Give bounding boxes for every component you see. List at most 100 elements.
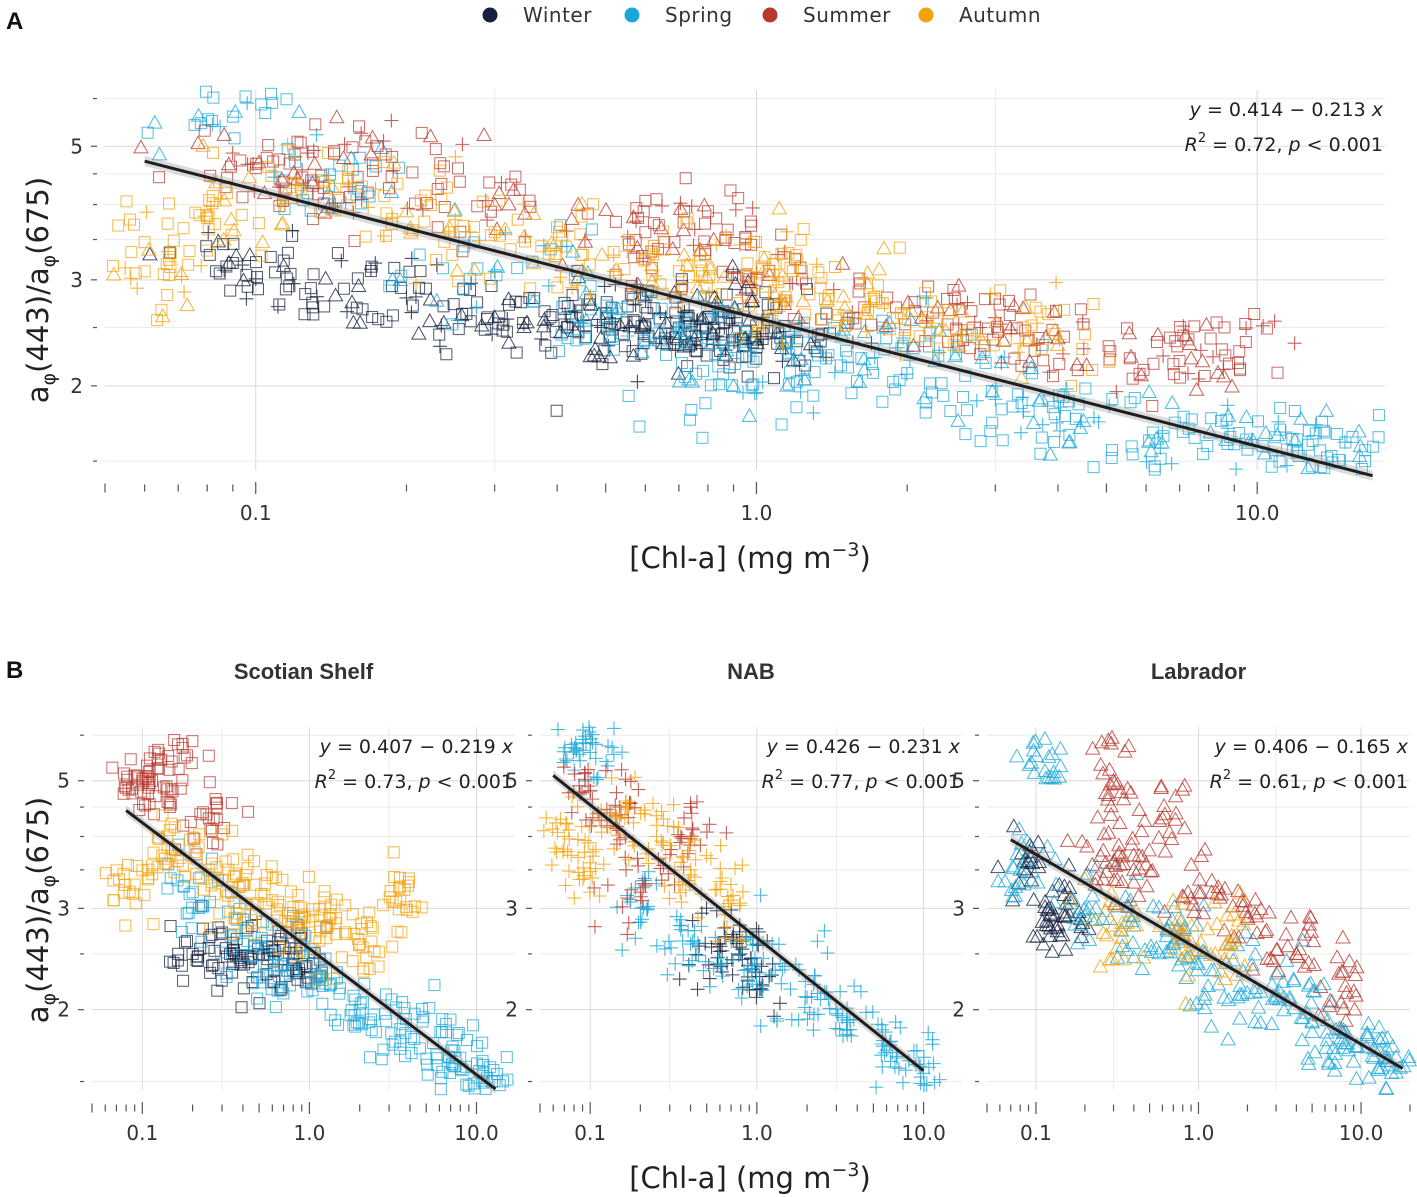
- data-point: [1256, 318, 1271, 333]
- data-point: [720, 889, 735, 904]
- data-point: [493, 229, 506, 242]
- data-point: [978, 293, 991, 306]
- data-point: [158, 852, 171, 865]
- data-point: [602, 349, 619, 364]
- data-point: [1332, 453, 1345, 466]
- data-point: [1181, 335, 1198, 350]
- data-point: [223, 211, 239, 226]
- data-point: [922, 280, 935, 293]
- data-point: [247, 961, 260, 974]
- data-point: [1188, 320, 1201, 333]
- data-point: [960, 404, 973, 417]
- data-point: [575, 210, 588, 223]
- data-point: [923, 377, 936, 390]
- data-point: [638, 807, 653, 822]
- data-point: [779, 377, 795, 392]
- data-point: [689, 794, 704, 809]
- data-point: [1032, 332, 1045, 345]
- data-point: [294, 136, 307, 149]
- data-point: [959, 428, 972, 441]
- data-point: [1113, 929, 1130, 944]
- data-point: [741, 311, 758, 326]
- data-point: [1195, 897, 1212, 912]
- data-point: [1197, 841, 1213, 856]
- data-point: [597, 279, 612, 294]
- data-point: [583, 288, 598, 303]
- data-point: [719, 825, 734, 840]
- data-point: [625, 209, 642, 224]
- data-point: [356, 941, 369, 954]
- data-point: [784, 262, 797, 275]
- data-point: [623, 774, 638, 789]
- data-point: [501, 334, 517, 349]
- data-point: [198, 124, 211, 137]
- data-point: [1271, 366, 1284, 379]
- data-point: [683, 867, 698, 882]
- data-point: [205, 824, 218, 837]
- data-point: [1119, 914, 1135, 929]
- data-point: [161, 795, 174, 808]
- data-point: [1100, 732, 1117, 747]
- data-point: [1220, 992, 1237, 1007]
- data-point: [1338, 454, 1353, 469]
- data-point: [649, 938, 664, 953]
- data-point: [852, 285, 865, 298]
- data-point: [342, 173, 355, 186]
- data-point: [704, 379, 717, 392]
- data-point: [1168, 805, 1184, 820]
- data-point: [1019, 332, 1035, 347]
- data-point: [832, 1022, 847, 1037]
- data-point: [1371, 1019, 1387, 1034]
- data-point: [198, 883, 211, 896]
- legend-dot-spring: [624, 7, 640, 23]
- data-point: [558, 751, 573, 766]
- data-point: [689, 344, 702, 357]
- data-point: [559, 224, 574, 239]
- data-point: [1131, 860, 1148, 875]
- data-point: [383, 183, 400, 198]
- data-point: [107, 259, 120, 272]
- data-point: [501, 196, 517, 211]
- legend-label-spring: Spring: [665, 3, 733, 27]
- data-point: [1239, 336, 1252, 349]
- data-point: [436, 1013, 449, 1026]
- data-point: [306, 213, 319, 226]
- data-point: [596, 857, 611, 872]
- data-point: [767, 372, 780, 385]
- data-point: [1210, 364, 1226, 379]
- data-point: [1084, 911, 1101, 926]
- data-point: [203, 248, 216, 261]
- data-point: [1180, 967, 1197, 982]
- data-point: [500, 291, 517, 306]
- data-point: [560, 240, 573, 253]
- data-point: [621, 852, 636, 867]
- data-point: [1059, 381, 1074, 396]
- data-point: [559, 753, 574, 768]
- data-point: [1300, 460, 1317, 475]
- data-point: [327, 972, 340, 985]
- data-point: [1033, 390, 1050, 405]
- y-tick-label: 3: [952, 896, 965, 920]
- data-point: [226, 824, 239, 837]
- data-point: [707, 307, 722, 322]
- data-point: [536, 823, 551, 838]
- data-point: [239, 291, 254, 306]
- data-point: [1109, 939, 1126, 954]
- data-point: [1119, 941, 1135, 956]
- data-point: [749, 281, 764, 296]
- data-point: [330, 893, 343, 906]
- data-point: [790, 401, 803, 414]
- data-point: [1121, 322, 1134, 335]
- data-point: [1177, 329, 1190, 342]
- data-point: [1080, 900, 1097, 915]
- data-point: [561, 822, 576, 837]
- data-point: [1156, 797, 1172, 813]
- data-point: [160, 258, 173, 271]
- x-tick-label: 10.0: [901, 1121, 946, 1145]
- data-point: [1233, 345, 1246, 358]
- data-point: [550, 825, 565, 840]
- data-point: [600, 303, 615, 318]
- data-point: [1139, 878, 1155, 893]
